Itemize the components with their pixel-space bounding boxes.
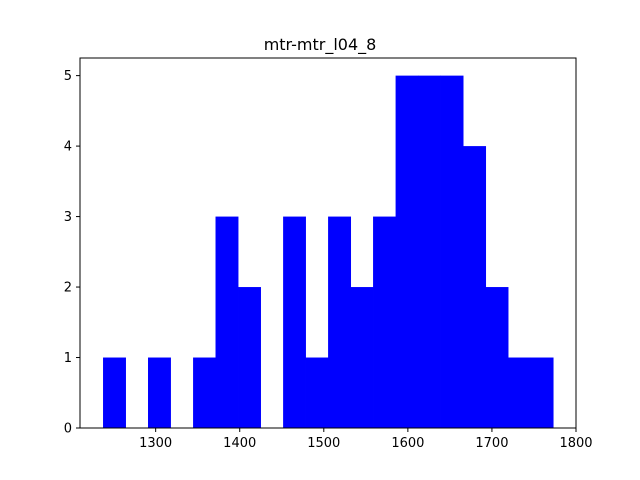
histogram-bar: [463, 146, 487, 428]
y-axis: 0 1 2 3 4 5: [64, 69, 80, 437]
histogram-bar: [418, 75, 441, 428]
y-tick-label: 4: [64, 140, 72, 155]
histogram-bar: [530, 357, 554, 428]
histogram-bar: [395, 75, 419, 428]
y-tick-label: 1: [64, 351, 72, 366]
histogram-bar: [103, 357, 126, 428]
x-tick-label: 1700: [475, 436, 508, 451]
y-tick-label: 3: [64, 210, 72, 225]
chart-title: mtr-mtr_l04_8: [264, 35, 377, 55]
histogram-bars: [103, 75, 554, 428]
histogram-bar: [485, 287, 509, 428]
histogram-bar: [305, 357, 329, 428]
y-tick-label: 0: [64, 422, 72, 437]
histogram-bar: [508, 357, 532, 428]
histogram-bar: [193, 357, 216, 428]
histogram-bar: [283, 216, 306, 428]
histogram-bar: [373, 216, 396, 428]
histogram-bar: [148, 357, 171, 428]
histogram-bar: [350, 287, 374, 428]
y-tick-label: 2: [64, 281, 72, 296]
y-tick-label: 5: [64, 69, 72, 84]
x-tick-label: 1400: [223, 436, 256, 451]
histogram-bar: [215, 216, 239, 428]
x-tick-label: 1600: [391, 436, 424, 451]
x-tick-label: 1300: [139, 436, 172, 451]
x-axis: 1300 1400 1500 1600 1700 1800: [139, 428, 593, 451]
x-tick-label: 1500: [307, 436, 340, 451]
plot-frame: [79, 57, 577, 429]
histogram-bar: [440, 75, 464, 428]
histogram-bar: [328, 216, 352, 428]
histogram-bar: [238, 287, 261, 428]
x-tick-label: 1800: [559, 436, 592, 451]
